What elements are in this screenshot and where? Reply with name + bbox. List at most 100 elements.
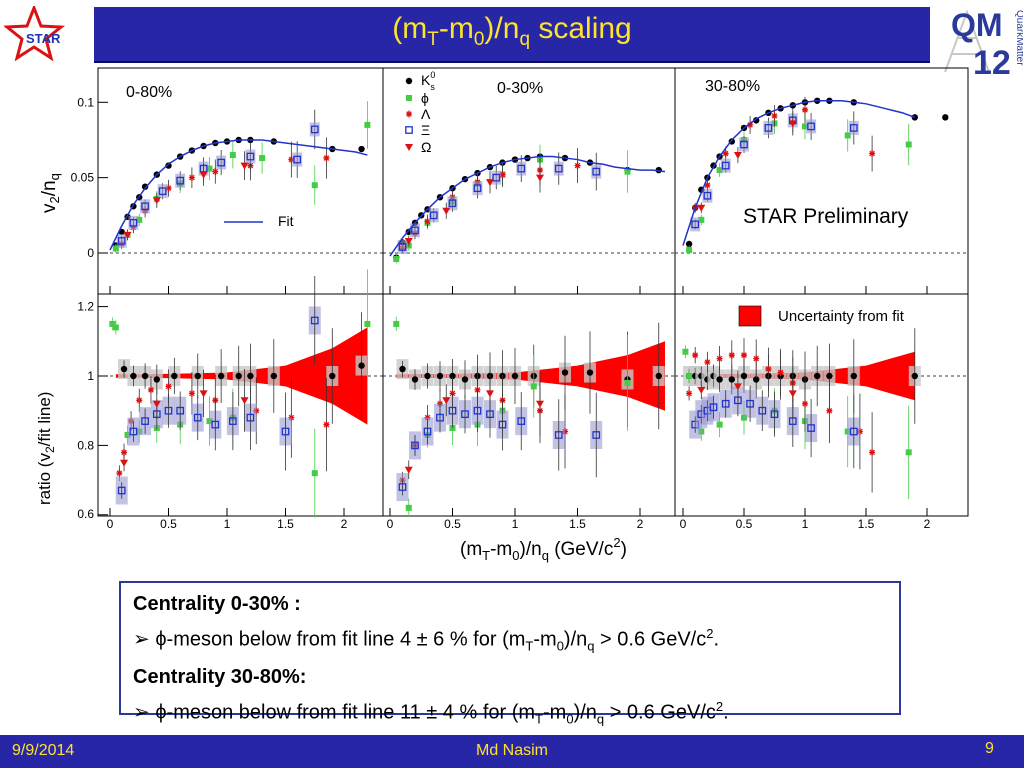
- ratio-marker-0-Ξ: [164, 406, 173, 415]
- summary-heading-0-30: Centrality 0-30% :: [133, 593, 301, 615]
- ratio-marker-1-Λ: [562, 428, 568, 436]
- ratio-marker-1-Ξ: [517, 417, 526, 425]
- ratio-marker-2-Λ: [869, 448, 876, 456]
- ratio-marker-1-K: [436, 372, 444, 380]
- qm-logo: QM 12 QuarkMatter: [944, 7, 1023, 78]
- legend-label-xi: Ξ: [421, 122, 430, 138]
- marker-0-Ω: [152, 197, 161, 205]
- uncertainty-legend-label: Uncertainty from fit: [778, 308, 905, 325]
- marker-1-ϕ: [624, 168, 631, 175]
- footer-page-number: 9: [985, 740, 994, 757]
- marker-2-Λ: [747, 121, 754, 129]
- ratio-marker-2-ϕ: [716, 421, 723, 428]
- ratio-marker-0-Ω: [240, 397, 249, 405]
- ratio-marker-1-K: [399, 365, 406, 373]
- ratio-marker-2-Λ: [777, 369, 784, 377]
- ratio-marker-1-Λ: [449, 389, 456, 397]
- ratio-marker-1-Ξ: [554, 431, 563, 439]
- marker-1-Ω: [442, 207, 451, 215]
- ratio-marker-1-Ξ: [592, 431, 601, 439]
- ratio-marker-2-K: [826, 372, 833, 380]
- ratio-marker-1-Ω: [536, 400, 544, 408]
- ratio-marker-2-Λ: [765, 365, 772, 373]
- marker-2-Ω: [788, 120, 797, 128]
- marker-2-Ω: [697, 204, 706, 212]
- ratio-marker-2-ϕ: [686, 373, 693, 379]
- xi-systematic-box: [763, 120, 774, 135]
- ratio-marker-1-K: [424, 372, 431, 380]
- panel-frame-0-0: [97, 67, 384, 295]
- footer-date: 9/9/2014: [12, 742, 75, 759]
- marker-0-ϕ: [136, 216, 143, 223]
- marker-2-K: [911, 114, 918, 121]
- ratio-marker-2-Ω: [733, 383, 742, 391]
- marker-0-ϕ: [112, 245, 119, 252]
- star-logo-shape: [4, 6, 66, 62]
- ratio-marker-0-Λ: [121, 448, 128, 456]
- x-tick-label-2: 0: [680, 517, 687, 531]
- ratio-marker-0-ϕ: [109, 320, 116, 327]
- marker-0-Ξ: [293, 155, 302, 164]
- xi-systematic-box: [447, 196, 458, 211]
- marker-0-ϕ: [206, 165, 213, 172]
- bottom-xlabel: (mT-m0)/nq (GeV/c2): [460, 535, 627, 563]
- marker-1-Ξ: [473, 184, 482, 193]
- ratio-marker-0-ϕ: [311, 470, 318, 477]
- xi-systematic-box: [140, 199, 151, 214]
- ratio-marker-1-K: [411, 376, 419, 383]
- ratio-marker-0-Λ: [165, 382, 172, 390]
- summary-heading-30-80: Centrality 30-80%:: [133, 665, 307, 688]
- legend-label-phi: ϕ: [421, 90, 429, 106]
- ratio-marker-0-Ξ: [211, 420, 220, 429]
- marker-2-ϕ: [686, 246, 693, 253]
- ratio-marker-1-ϕ: [393, 320, 400, 327]
- marker-1-Ξ: [398, 243, 407, 251]
- x-tick-label-1: 0.5: [444, 517, 461, 531]
- x-tick-label-0: 0: [107, 517, 114, 531]
- plot-labels: v2/nq ratio (v2/fit line) (mT-m0)/nq (Ge…: [35, 70, 909, 563]
- xi-systematic-box: [720, 158, 731, 173]
- marker-2-ϕ: [716, 167, 723, 174]
- ratio-marker-2-Λ: [826, 407, 833, 415]
- ratio-marker-1-Ξ: [423, 427, 432, 436]
- qm-logo-text: QM: [951, 7, 1003, 43]
- marker-1-Ω: [404, 237, 413, 245]
- ratio-marker-2-Ξ: [721, 399, 730, 408]
- ratio-marker-2-K: [753, 376, 760, 383]
- xi-systematic-box: [309, 122, 320, 137]
- marker-2-Ξ: [740, 140, 748, 149]
- ratio-marker-2-K: [814, 372, 821, 380]
- x-tick-label-2: 2: [924, 517, 931, 531]
- ratio-marker-2-K: [716, 376, 723, 383]
- ratio-marker-2-Λ: [802, 400, 808, 408]
- ratio-marker-0-Λ: [323, 421, 330, 429]
- ratio-marker-0-Λ: [116, 469, 123, 477]
- ratio-marker-0-Ξ: [281, 427, 290, 436]
- slide-title: (mT-m0)/nq scaling: [392, 12, 632, 50]
- xi-systematic-box: [128, 215, 139, 230]
- ratio-marker-0-Ξ: [228, 417, 237, 425]
- plot-frames: [97, 67, 969, 517]
- ratio-marker-0-K: [141, 372, 149, 380]
- star-preliminary-label: STAR Preliminary: [743, 205, 909, 228]
- ratio-marker-0-K: [171, 372, 178, 380]
- marker-0-Ξ: [246, 152, 255, 161]
- top-legend: K0 s ϕ Λ Ξ Ω: [421, 70, 435, 155]
- centrality-label-0-80: 0-80%: [126, 84, 172, 101]
- marker-0-ϕ: [311, 182, 318, 189]
- ratio-marker-2-Λ: [856, 428, 863, 436]
- marker-0-Λ: [188, 174, 195, 182]
- ratio-marker-1-K: [655, 372, 662, 380]
- ratio-marker-2-Ξ: [709, 403, 718, 412]
- ratio-marker-1-ϕ: [624, 379, 631, 386]
- ratio-marker-2-ϕ: [698, 428, 705, 435]
- marker-0-K: [141, 183, 149, 190]
- marker-2-Λ: [704, 181, 711, 189]
- panel-frame-1-1: [382, 293, 676, 517]
- ratio-marker-0-Λ: [147, 386, 154, 394]
- marker-1-Λ: [424, 217, 431, 225]
- marker-1-Ξ: [429, 211, 438, 220]
- ratio-marker-2-ϕ: [682, 348, 689, 355]
- xi-systematic-box: [702, 188, 713, 203]
- marker-0-Ξ: [217, 158, 225, 167]
